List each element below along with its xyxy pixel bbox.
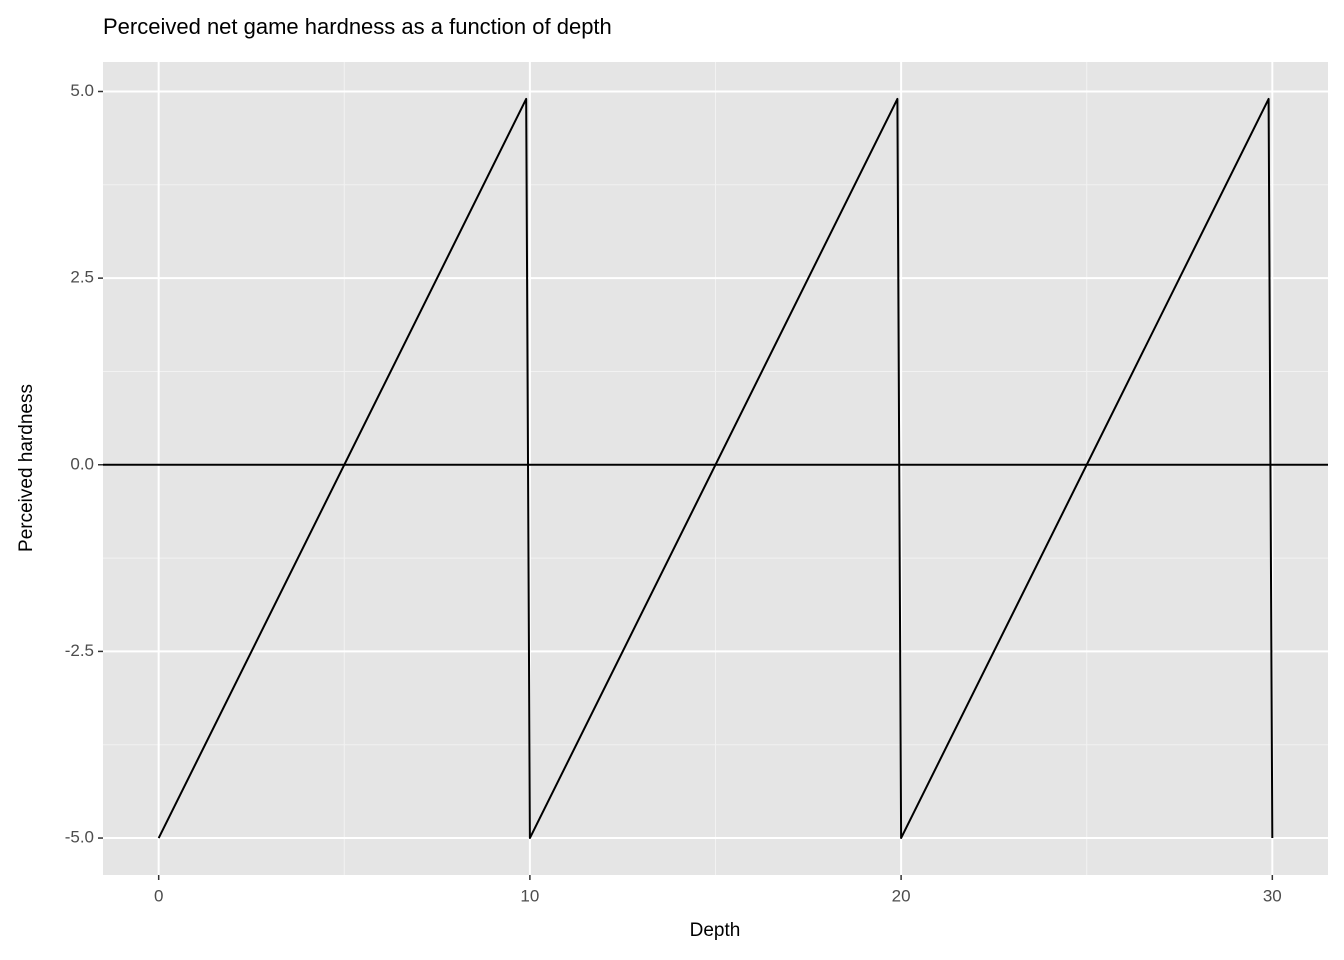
y-tick-label: -5.0: [65, 828, 94, 847]
y-axis-label: Perceived hardness: [16, 384, 37, 552]
line: [157, 97, 1274, 840]
y-tick-label: 0.0: [70, 454, 94, 473]
chart-title: Perceived net game hardness as a functio…: [103, 14, 612, 39]
x-tick-label: 30: [1263, 886, 1282, 905]
x-tick-label: 20: [892, 886, 911, 905]
x-axis-label: Depth: [690, 920, 741, 941]
x-tick-label: 10: [520, 886, 539, 905]
y-tick-label: 2.5: [70, 268, 94, 287]
y-tick-label: -2.5: [65, 641, 94, 660]
x-tick-label: 0: [154, 886, 163, 905]
y-tick-label: 5.0: [70, 81, 94, 100]
